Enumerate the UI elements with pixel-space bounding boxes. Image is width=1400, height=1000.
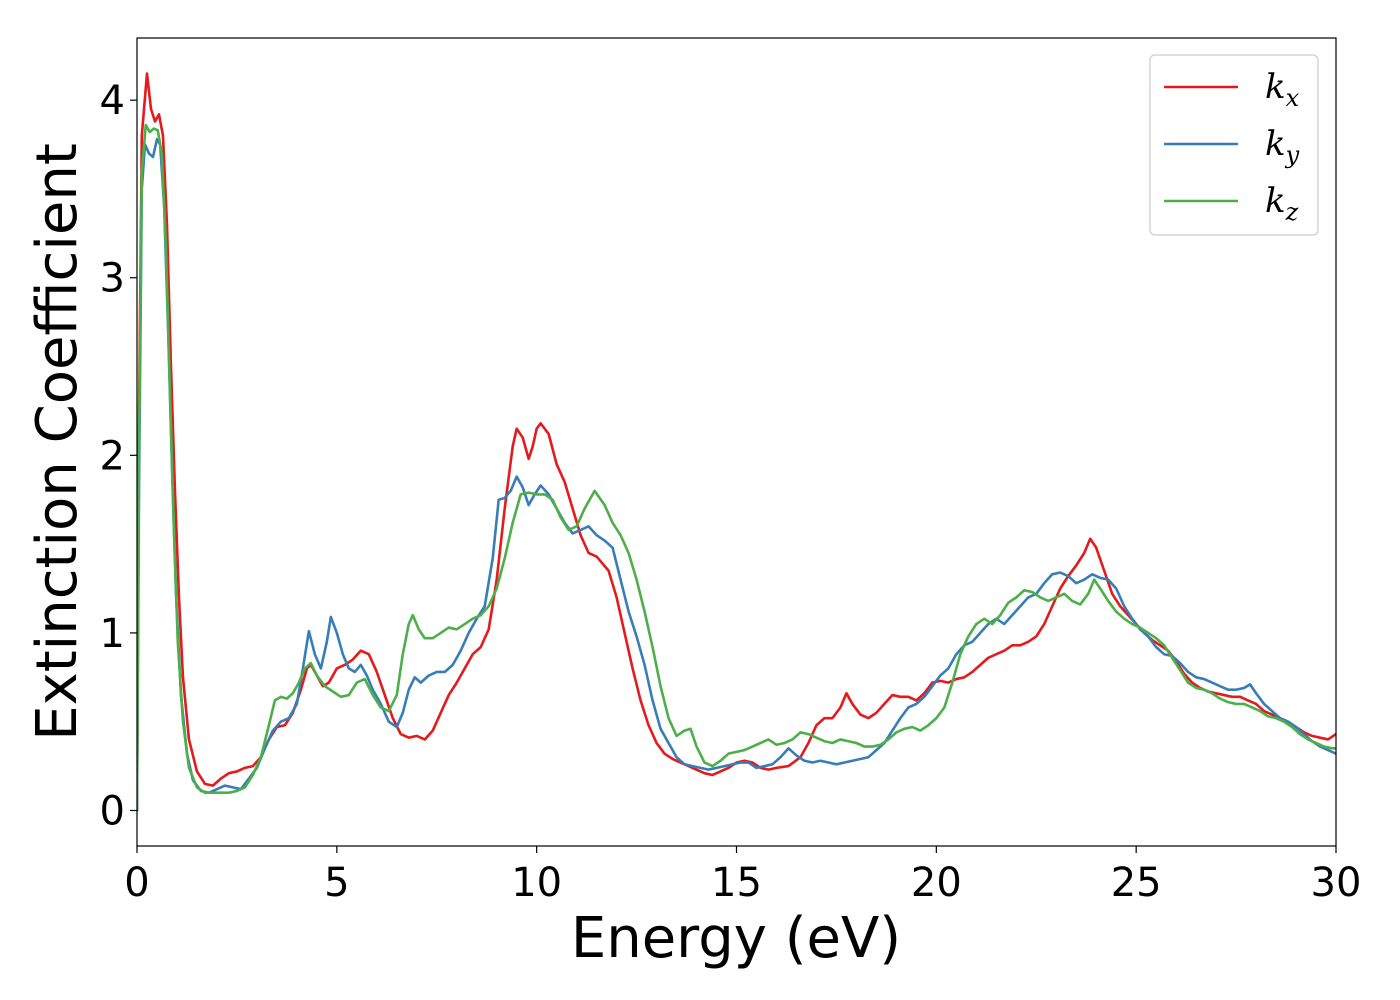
x-tick-label: 30: [1311, 860, 1362, 906]
x-axis-ticks: 0 5 10 15 20 25 30: [124, 846, 1361, 906]
y-tick-label: 2: [100, 433, 125, 479]
x-tick-label: 10: [511, 860, 562, 906]
x-tick-label: 0: [124, 860, 149, 906]
x-tick-label: 5: [324, 860, 349, 906]
series-line-kz: [137, 123, 1336, 812]
x-axis-title: Energy (eV): [571, 906, 901, 971]
x-tick-label: 15: [711, 860, 762, 906]
y-tick-label: 3: [100, 256, 125, 302]
y-axis-title: Extinction Coefficient: [25, 143, 90, 741]
legend-label-kx: kx: [1265, 67, 1300, 112]
series-line-ky: [137, 137, 1336, 812]
x-tick-label: 25: [1111, 860, 1162, 906]
y-tick-label: 4: [100, 78, 125, 124]
y-tick-label: 0: [100, 788, 125, 834]
y-axis-ticks: 0 1 2 3 4: [100, 78, 137, 834]
legend-label-ky: ky: [1265, 124, 1300, 169]
series-layer: [137, 72, 1336, 812]
y-tick-label: 1: [100, 611, 125, 657]
x-tick-label: 20: [911, 860, 962, 906]
